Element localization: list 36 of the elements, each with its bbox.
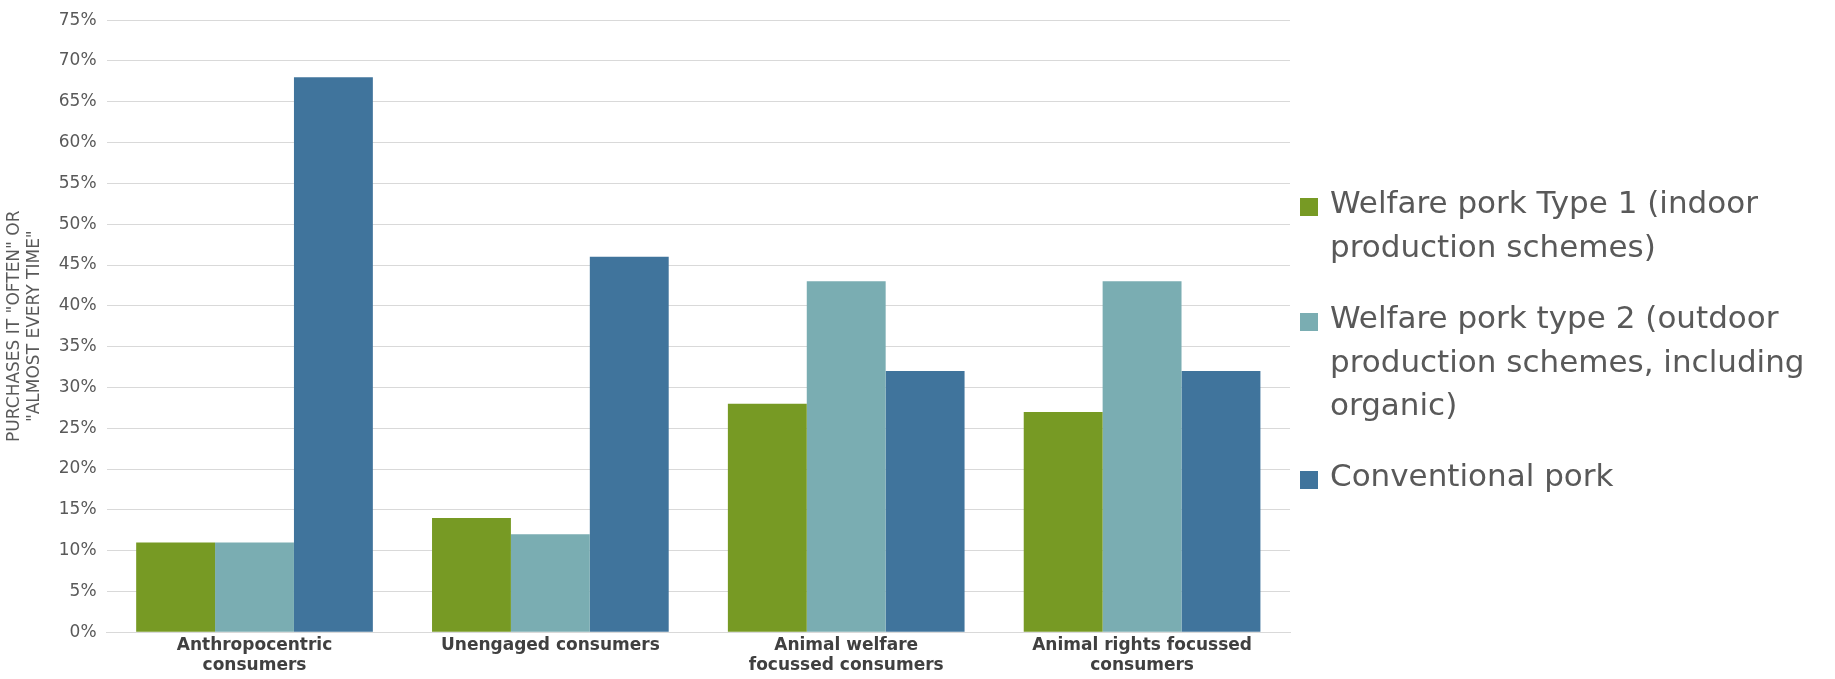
bar <box>727 403 807 632</box>
y-tick-label: 30% <box>58 375 97 396</box>
x-tick-label: Animal welfare focussed consumers <box>748 633 944 675</box>
y-tick-label: 55% <box>58 171 97 192</box>
bar <box>806 281 886 632</box>
legend-label: Welfare pork Type 1 (indoor production schemes) <box>1330 183 1759 266</box>
y-tick-label: 20% <box>58 457 97 478</box>
y-tick-label: 25% <box>58 416 97 437</box>
legend-label: Conventional pork <box>1330 456 1614 496</box>
bar <box>885 371 965 632</box>
y-tick-label: 10% <box>58 539 97 560</box>
y-tick-label: 75% <box>58 8 97 29</box>
x-tick-label: Animal rights focussed consumers <box>1032 633 1252 675</box>
y-tick-label: 60% <box>58 131 97 152</box>
y-tick-label: 15% <box>58 498 97 519</box>
bar <box>215 542 294 632</box>
x-tick-label: Unengaged consumers <box>440 633 660 654</box>
y-tick-label: 35% <box>58 335 97 356</box>
y-tick-label: 45% <box>58 253 97 274</box>
x-tick-label: Anthropocentric consumers <box>176 633 333 675</box>
bar <box>589 256 669 632</box>
bar <box>510 534 590 632</box>
bar <box>136 542 216 632</box>
y-tick-label: 0% <box>69 620 97 641</box>
y-tick-label: 70% <box>58 49 97 70</box>
legend-label: Welfare pork type 2 (outdoor production schemes, including organic) <box>1330 298 1806 424</box>
y-tick-label: 5% <box>69 579 97 600</box>
bar <box>293 77 373 632</box>
bar <box>1023 411 1103 632</box>
y-axis-title: PURCHASES IT "OFTEN" OR "ALMOST EVERY TIME" <box>2 210 44 442</box>
y-tick-label: 65% <box>58 90 97 111</box>
y-tick-label: 40% <box>58 294 97 315</box>
bar <box>1181 371 1261 632</box>
y-tick-label: 50% <box>58 212 97 233</box>
bar <box>432 517 511 632</box>
bar <box>1102 281 1182 632</box>
